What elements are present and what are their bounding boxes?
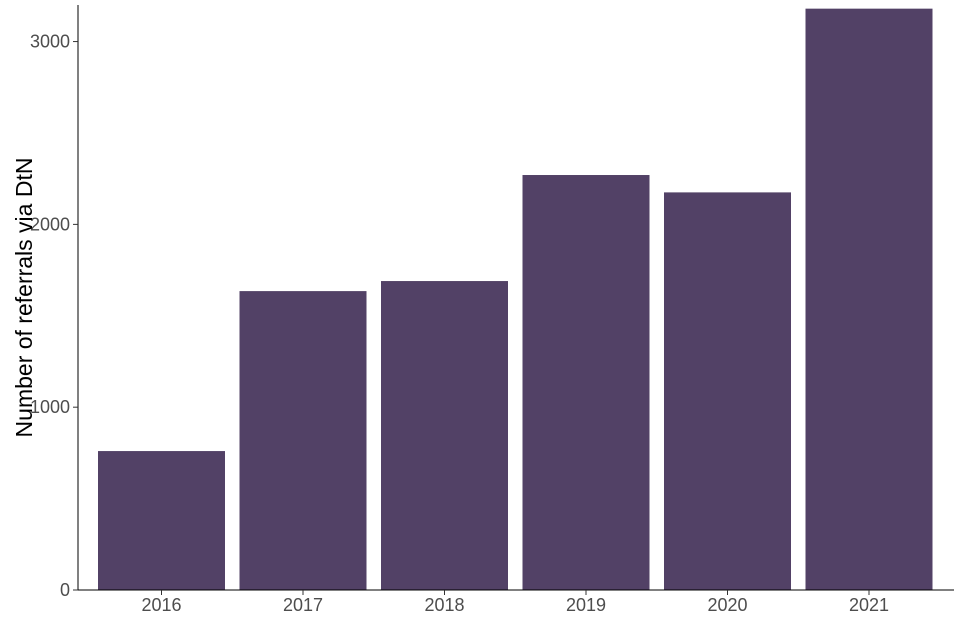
bar-2018 [381,281,508,590]
x-tick-label: 2020 [707,595,747,615]
x-tick-label: 2021 [849,595,889,615]
bars-group [98,8,933,590]
x-axis-ticks: 2016 2017 2018 2019 2020 2021 [141,590,889,615]
y-tick-label: 0 [60,580,70,600]
x-tick-label: 2019 [566,595,606,615]
y-tick-label: 2000 [30,214,70,234]
bar-2017 [239,291,367,590]
bar-2020 [664,192,791,590]
bar-2021 [805,8,933,590]
y-axis-title: Number of referrals via DtN [11,158,37,438]
x-tick-label: 2017 [283,595,323,615]
y-tick-label: 1000 [30,397,70,417]
y-tick-label: 3000 [30,32,70,52]
bar-2016 [98,451,225,590]
bar-2019 [522,175,650,590]
x-tick-label: 2016 [141,595,181,615]
y-axis-ticks: 0 1000 2000 3000 [30,32,78,600]
x-tick-label: 2018 [424,595,464,615]
